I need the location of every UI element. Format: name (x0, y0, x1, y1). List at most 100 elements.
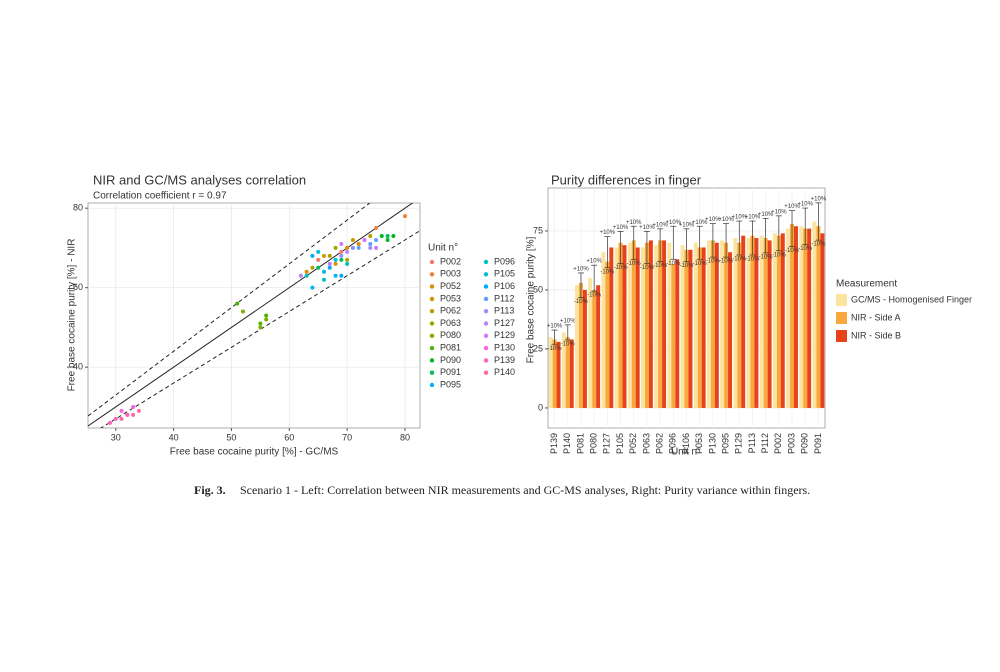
point (356, 245, 361, 250)
bar (548, 337, 553, 408)
error-label: +10% (705, 217, 721, 223)
point (258, 321, 263, 326)
bar (614, 247, 619, 408)
legend-swatch (836, 330, 847, 342)
bar (746, 238, 751, 408)
point (374, 237, 379, 242)
legend-swatch (429, 345, 435, 351)
legend-label: NIR - Side A (851, 312, 901, 322)
legend-label: P140 (494, 367, 515, 377)
point (131, 404, 136, 409)
x-tick-label: P140 (562, 433, 572, 454)
caption-label: Fig. 3. (194, 483, 226, 497)
legend-swatch (429, 370, 435, 375)
x-tick-label: P106 (681, 433, 691, 454)
bar (820, 233, 825, 408)
error-label: -10% (706, 259, 721, 265)
point (304, 269, 309, 274)
bar (799, 226, 804, 408)
bar (780, 233, 785, 408)
legend-label: P003 (440, 269, 461, 279)
reference-lines (88, 203, 420, 428)
x-tick-label: P112 (760, 433, 770, 453)
x-axis-label: Unit n° (671, 447, 701, 458)
point (362, 237, 367, 242)
legend-swatch (483, 259, 489, 265)
point (339, 273, 344, 278)
error-label: +10% (600, 230, 616, 236)
error-label: +10% (758, 212, 774, 218)
legend-swatch (429, 333, 435, 338)
point (113, 416, 118, 421)
error-label: +10% (692, 220, 708, 226)
caption-text: Scenario 1 - Left: Correlation between N… (240, 483, 810, 497)
legend-swatch (483, 345, 489, 351)
bar (592, 289, 597, 408)
bar (667, 242, 672, 408)
point (391, 233, 396, 238)
bar (680, 245, 685, 408)
x-tick-label: P091 (813, 433, 823, 454)
error-label: +10% (679, 222, 695, 228)
bar (631, 240, 636, 408)
x-tick-label: 50 (226, 432, 236, 442)
legend-swatch (429, 272, 435, 277)
bar (790, 223, 795, 408)
point (350, 245, 355, 250)
error-label: +10% (745, 215, 761, 221)
point (264, 317, 269, 322)
x-tick-label: 60 (284, 432, 294, 442)
x-tick-label: P063 (641, 433, 651, 454)
legend-label: GC/MS - Homogenised Finger (851, 294, 972, 304)
error-label: -10% (719, 259, 734, 265)
point (316, 249, 321, 254)
bar (776, 235, 781, 408)
error-label: -10% (614, 265, 629, 271)
tolerance-line (100, 230, 420, 428)
bar (622, 245, 627, 408)
bar (701, 247, 706, 408)
legend-label: P113 (494, 306, 514, 316)
point (333, 273, 338, 278)
point (339, 249, 344, 254)
x-tick-label: P052 (628, 433, 638, 454)
point (310, 253, 315, 258)
point (125, 412, 130, 417)
legend-swatch (429, 358, 435, 363)
point (402, 214, 407, 219)
x-tick-label: P105 (615, 433, 625, 454)
bar (803, 228, 808, 408)
x-tick-label: P003 (786, 433, 796, 454)
bar (618, 242, 623, 408)
legend-swatch (483, 358, 489, 363)
point (339, 257, 344, 262)
y-tick-label: 75 (533, 225, 543, 235)
bar (772, 233, 777, 408)
point (385, 233, 390, 238)
point (298, 273, 303, 278)
bar (675, 259, 680, 408)
bar (724, 242, 729, 408)
bar (648, 240, 653, 408)
legend-swatch (483, 296, 489, 302)
y-tick-label: 25 (533, 343, 543, 353)
bar (588, 278, 593, 408)
bar (741, 235, 746, 408)
error-label: -10% (666, 261, 681, 267)
x-tick-label: P139 (549, 433, 559, 454)
legend-label: P130 (494, 342, 515, 352)
legend-swatch (429, 382, 435, 388)
point (333, 257, 338, 262)
legend-swatch (429, 259, 435, 265)
bar (750, 235, 755, 408)
bar (575, 285, 579, 408)
bar (759, 235, 764, 408)
point (327, 265, 332, 270)
point (327, 253, 332, 258)
point (339, 241, 344, 246)
legend-label: P062 (440, 306, 461, 316)
error-label: +10% (797, 202, 813, 208)
legend-swatch (429, 284, 435, 289)
point (368, 241, 373, 246)
chart-subtitle: Correlation coefficient r = 0.97 (93, 191, 227, 202)
